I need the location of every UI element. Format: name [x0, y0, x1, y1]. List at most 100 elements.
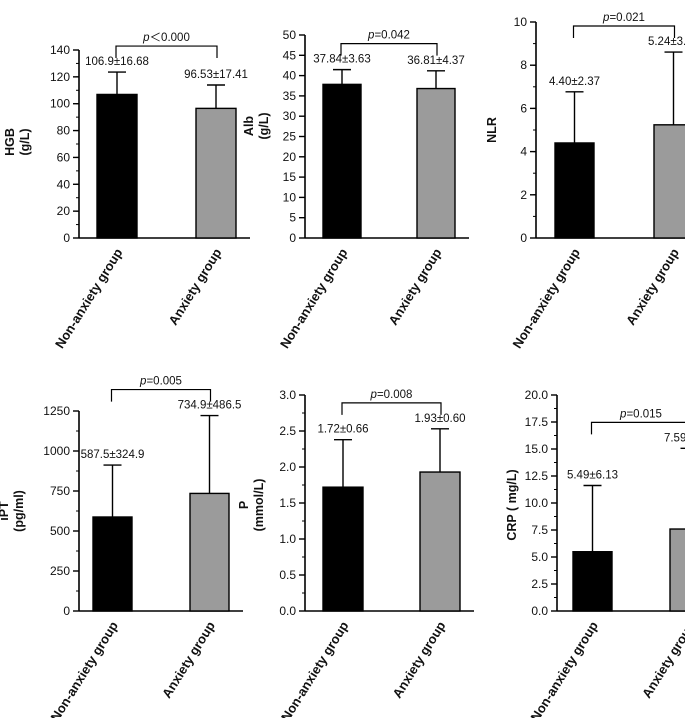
y-axis-label: Alb(g/L) [242, 112, 271, 139]
chart-panel-2: 0 5 10 15 20 25 30 35 40 45 50 Alb(g/L) 37.84±3.63 No… [242, 28, 469, 351]
bar-1 [96, 93, 138, 239]
bar-2 [189, 492, 230, 612]
p-value-number: =0.015 [626, 408, 662, 420]
chart-panel-1: 0 20 40 60 80 100 120 140 HGB(g/L) 106.9±16.68 Non… [3, 32, 250, 351]
y-axis-label-line: NLR [485, 117, 499, 143]
y-tick-label: 3.0 [279, 388, 296, 402]
y-tick-label: 8 [520, 58, 527, 72]
y-tick-label: 20 [57, 204, 71, 218]
p-value-label: p=0.042 [367, 30, 410, 42]
significance-bracket [115, 45, 218, 59]
y-tick-label: 0 [520, 231, 527, 245]
value-label-2: 1.93±0.60 [414, 413, 465, 425]
y-tick-label: 50 [283, 28, 297, 42]
y-axis-label: NLR [485, 117, 499, 143]
significance-bracket [341, 402, 442, 415]
y-tick-label: 1000 [43, 444, 70, 458]
value-label-2: 7.59±7.47 [664, 432, 685, 444]
y-tick-label: 15.0 [525, 442, 549, 456]
y-tick-label: 1.0 [279, 532, 296, 546]
y-tick-label: 12.5 [525, 469, 549, 483]
value-label-1: 587.5±324.9 [81, 449, 145, 461]
chart-panel-5: 0.0 0.5 1.0 1.5 2.0 2.5 3.0 P(mmol/L) 1.72±0.66 N… [237, 388, 474, 718]
bar-1 [322, 83, 362, 239]
chart-panel-4: 0 250 500 750 1000 1250 iPT(pg/ml) 587.5±324.9 N… [0, 376, 243, 718]
y-tick-label: 140 [50, 43, 70, 57]
bar-1 [572, 551, 613, 612]
y-tick-label: 0.0 [531, 604, 548, 618]
p-value-number: =0.008 [377, 389, 413, 401]
y-tick-label: 4 [520, 145, 527, 159]
bar-2 [416, 87, 456, 239]
bar-1 [322, 486, 364, 612]
category-label-1: Non-anxiety group [277, 246, 351, 351]
p-value-label: p=0.015 [619, 408, 662, 420]
value-label-1: 4.40±2.37 [549, 76, 600, 88]
value-label-2: 36.81±4.37 [407, 55, 464, 67]
y-tick-label: 120 [50, 70, 70, 84]
y-axis-label-line: (g/L) [18, 128, 32, 155]
category-label-2: Anxiety group [639, 619, 685, 701]
value-label-1: 106.9±16.68 [85, 56, 149, 68]
bar-2 [653, 124, 685, 239]
y-tick-label: 0 [63, 231, 70, 245]
y-axis-label: HGB(g/L) [3, 128, 32, 156]
p-value-symbol: p [139, 376, 147, 388]
y-tick-label: 5.0 [531, 550, 548, 564]
y-tick-label: 45 [283, 48, 297, 62]
y-tick-label: 30 [283, 109, 297, 123]
y-axis-label: CRP ( mg/L) [505, 469, 519, 540]
value-label-1: 5.49±6.13 [567, 470, 618, 482]
chart-panel-3: 0 2 4 6 8 10 NLR 4.40±2.37 Non-anxiety group 5.24… [485, 12, 685, 351]
y-axis-label: iPT(pg/ml) [0, 490, 26, 532]
y-tick-label: 2 [520, 188, 527, 202]
category-label-1: Non-anxiety group [527, 619, 601, 718]
y-tick-label: 17.5 [525, 415, 549, 429]
p-value-label: p=0.008 [370, 389, 413, 401]
y-tick-label: 6 [520, 101, 527, 115]
y-tick-label: 10 [283, 190, 297, 204]
bar-2 [419, 471, 461, 612]
chart-panel-6: 0.0 2.5 5.0 7.5 10.0 12.5 15.0 17.5 20.0 CRP ( mg… [505, 388, 685, 718]
category-label-2: Anxiety group [623, 246, 682, 328]
y-tick-label: 40 [283, 69, 297, 83]
y-tick-label: 60 [57, 150, 71, 164]
y-tick-label: 0 [63, 604, 70, 618]
category-label-2: Anxiety group [166, 246, 225, 328]
y-tick-label: 15 [283, 170, 297, 184]
y-tick-label: 750 [50, 484, 70, 498]
y-tick-label: 2.5 [531, 577, 548, 591]
category-label-1: Non-anxiety group [52, 246, 126, 351]
y-tick-label: 1250 [43, 404, 70, 418]
p-value-symbol: p [619, 408, 627, 420]
y-tick-label: 25 [283, 130, 297, 144]
p-value-label: p=0.005 [139, 376, 182, 388]
p-value-label: p＜0.000 [142, 32, 190, 44]
y-axis-label-line: Alb [242, 116, 256, 137]
y-axis-label-line: P [237, 501, 251, 509]
value-label-2: 734.9±486.5 [178, 400, 242, 412]
y-axis-label-line: (pg/ml) [12, 490, 26, 532]
y-tick-label: 2.0 [279, 460, 296, 474]
p-value-symbol: p [602, 12, 610, 24]
significance-bracket [590, 421, 685, 435]
y-tick-label: 10 [514, 15, 528, 29]
bar-1 [92, 516, 133, 612]
bar-2 [195, 107, 237, 239]
category-label-1: Non-anxiety group [278, 619, 352, 718]
p-value-label: p=0.021 [602, 12, 645, 24]
significance-bracket [340, 43, 438, 56]
p-value-symbol: p [367, 30, 375, 42]
category-label-2: Anxiety group [386, 246, 445, 328]
p-value-number: =0.021 [609, 12, 645, 24]
y-tick-label: 5 [289, 211, 296, 225]
y-tick-label: 10.0 [525, 496, 549, 510]
p-value-number: =0.042 [374, 30, 410, 42]
y-tick-label: 20 [283, 150, 297, 164]
y-tick-label: 35 [283, 89, 297, 103]
p-value-number: =0.005 [146, 376, 182, 388]
p-value-number: ＜0.000 [150, 32, 190, 44]
bar-1 [554, 142, 595, 239]
value-label-2: 5.24±3.37 [648, 36, 685, 48]
